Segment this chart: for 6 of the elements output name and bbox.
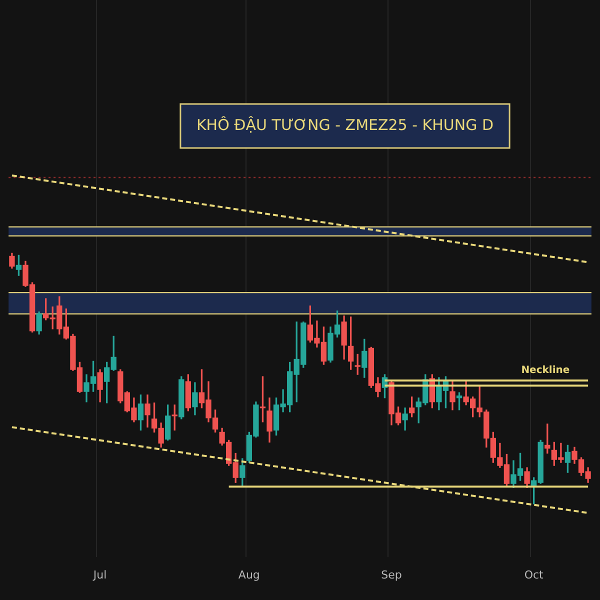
chart-title: KHÔ ĐẬU TƯƠNG - ZMEZ25 - KHUNG D (196, 116, 494, 134)
x-tick-label: Aug (238, 568, 260, 582)
annotation: Neckline (521, 364, 570, 376)
x-tick-label: Jul (92, 568, 107, 582)
x-tick-label: Oct (524, 568, 544, 582)
x-tick-label: Sep (381, 568, 402, 582)
